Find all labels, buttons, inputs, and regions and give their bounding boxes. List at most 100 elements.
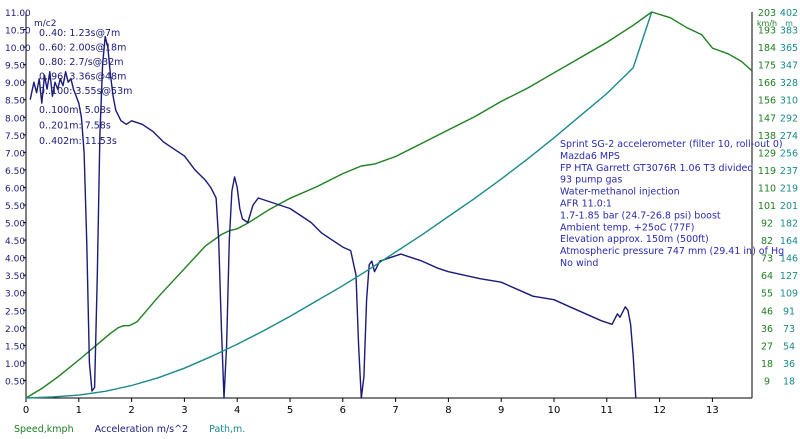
speed-tick-label: 110 [758,183,776,194]
speed-tick-label: 101 [758,201,776,212]
path-tick-label: 127 [780,271,798,282]
path-tick-label: 347 [780,61,798,72]
path-tick-label: 310 [780,96,798,107]
speed-tick-label: 193 [758,26,776,37]
speed-tick-label: 64 [761,271,773,282]
path-tick-label: 91 [783,306,795,317]
right-annotation: Ambient temp. +25oC (77F) [560,222,694,233]
path-tick-label: 365 [780,43,798,54]
path-tick-label: 109 [780,289,798,300]
path-tick-label: 383 [780,26,798,37]
left-annotation: 0..100m: 5.08s [39,105,111,116]
speed-top-label: 203 [758,8,776,19]
y-tick-label: 7.50 [5,132,25,142]
x-tick-label: 2 [128,405,134,416]
path-tick-label: 274 [780,131,798,142]
path-tick-label: 54 [783,341,795,352]
x-tick-label: 10 [548,405,561,416]
y-tick-label: 9.00 [5,79,25,89]
series-line-1 [29,35,637,399]
y-tick-label: 8.50 [5,97,25,107]
speed-tick-label: 138 [758,131,776,142]
speed-tick-label: 147 [758,113,776,124]
left-annotation: 0..201m: 7.58s [39,121,111,132]
left-annotation: 0..96: 3.36s@48m [39,72,126,83]
legend: Speed,kmph Acceleration m/s^2 Path,m. [14,424,263,435]
right-annotation: AFR 11.0:1 [560,199,612,210]
left-annotation: 0..60: 2.00s@18m [39,43,126,54]
speed-tick-label: 46 [761,306,773,317]
speed-tick-label: 73 [761,254,773,265]
tick-labels: 0 1 2 3 4 5 6 7 8 9 10 11 12 130.501.001.502.002.503.… [5,8,798,416]
x-tick-label: 1 [76,405,82,416]
speed-unit-label: km/h [757,19,777,28]
speed-tick-label: 166 [758,78,776,89]
x-tick-label: 11 [600,405,613,416]
path-tick-label: 18 [783,376,795,387]
right-annotation: Elevation approx. 150m (500ft) [560,234,709,245]
path-tick-label: 164 [780,236,798,247]
right-annotation: No wind [560,258,598,269]
speed-tick-label: 18 [761,359,773,370]
left-annotation: 0..80: 2.7/s@32m [39,57,124,68]
legend-acceleration: Acceleration m/s^2 [94,424,189,435]
axes [25,12,753,399]
speed-tick-label: 156 [758,96,776,107]
speed-tick-label: 9 [764,376,770,387]
right-annotation: 1.7-1.85 bar (24.7-26.8 psi) boost [560,210,721,221]
speed-tick-label: 82 [761,236,773,247]
speed-tick-label: 175 [758,61,776,72]
x-tick-label: 0 [23,405,29,416]
x-tick-label: 4 [234,405,240,416]
y-top-label: 11.00 [5,9,31,19]
series-line-0 [25,11,753,399]
path-tick-label: 292 [780,113,798,124]
path-tick-label: 328 [780,78,798,89]
speed-tick-label: 184 [758,43,776,54]
path-tick-label: 201 [780,201,798,212]
right-annotation: 93 pump gas [560,175,622,186]
path-tick-label: 36 [783,359,795,370]
speed-tick-label: 27 [761,341,773,352]
speed-tick-label: 92 [761,219,773,230]
legend-path: Path,m. [209,424,246,435]
y-tick-label: 10.50 [5,27,31,37]
left-annotation: 0..402m: 11.53s [39,136,117,147]
y-tick-label: 7.00 [5,149,25,159]
y-tick-label: 6.50 [5,167,25,177]
y-tick-label: 1.50 [5,342,25,352]
path-tick-label: 146 [780,254,798,265]
x-tick-label: 8 [445,405,451,416]
right-annotation: Mazda6 MPS [560,151,620,162]
right-annotation: Atmospheric pressure 747 mm (29.41 in) o… [560,246,784,257]
speed-tick-label: 119 [758,166,776,177]
left-annotation: 0..40: 1.23s@7m [39,28,120,39]
path-tick-label: 256 [780,148,798,159]
speed-tick-label: 55 [761,289,773,300]
y-tick-label: 5.50 [5,202,25,212]
series-line-2 [25,11,653,399]
y-tick-label: 2.00 [5,325,25,335]
x-tick-label: 6 [340,405,346,416]
annotations: 0..40: 1.23s@7m 0..60: 2.00s@18m 0..80: 2.… [39,28,784,269]
path-tick-label: 182 [780,219,798,230]
y-tick-label: 0.50 [5,377,25,387]
series-lines [25,11,753,399]
x-tick-label: 5 [287,405,293,416]
x-tick-label: 7 [392,405,398,416]
x-tick-label: 13 [706,405,719,416]
x-tick-label: 12 [653,405,666,416]
y-tick-label: 9.50 [5,62,25,72]
speed-tick-label: 129 [758,148,776,159]
path-tick-label: 73 [783,324,795,335]
y-tick-label: 1.00 [5,360,25,370]
y-tick-label: 4.00 [5,255,25,265]
left-annotation: 0..100: 3.55s@53m [39,86,132,97]
y-tick-label: 8.00 [5,114,25,124]
y-tick-label: 4.50 [5,237,25,247]
y-tick-label: 2.50 [5,307,25,317]
legend-speed: Speed,kmph [14,424,74,435]
y-tick-label: 5.00 [5,220,25,230]
speed-tick-label: 36 [761,324,773,335]
